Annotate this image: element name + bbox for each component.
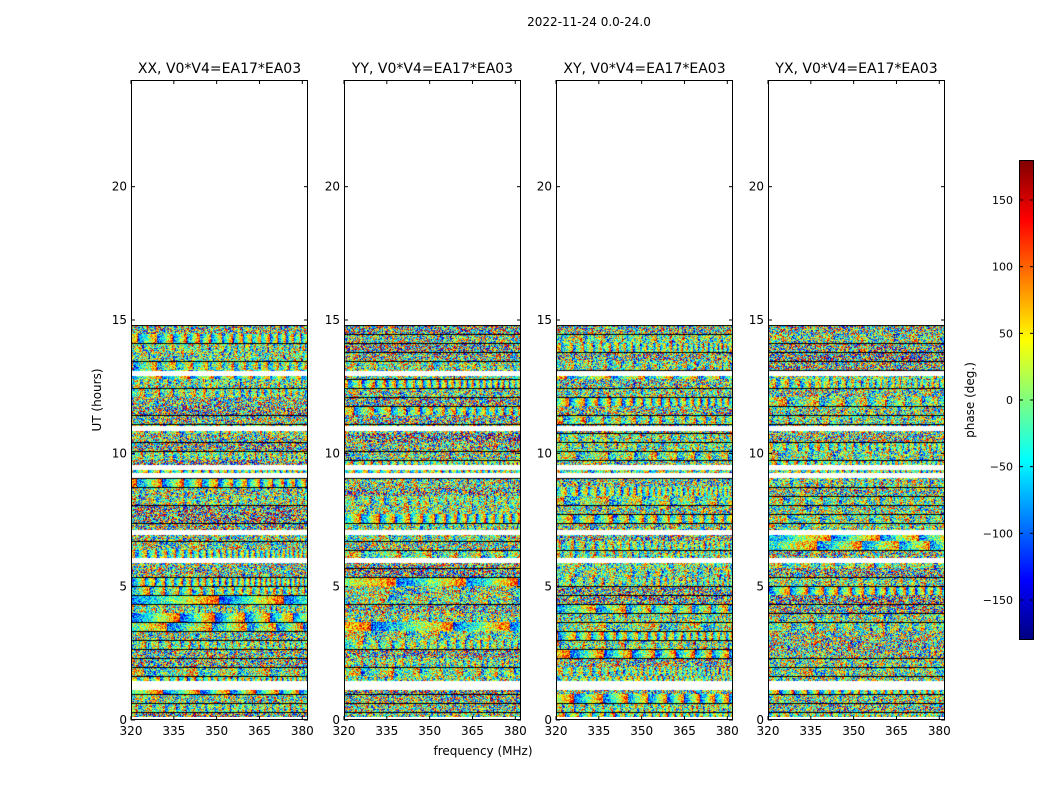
- panel-yy: YY, V0*V4=EA17*EA03 0 5 10 15 20 320 335 350 365 3…: [325, 61, 527, 738]
- colorbar-tick-label: −50: [990, 461, 1013, 474]
- y-tick-label: 15: [537, 313, 552, 327]
- x-tick-label: 365: [885, 724, 908, 738]
- y-tick-label: 15: [749, 313, 764, 327]
- phase-image: [344, 325, 521, 717]
- panel-frame: [131, 80, 308, 720]
- phase-image: [556, 325, 733, 717]
- colorbar-tick-label: 50: [999, 327, 1013, 340]
- y-tick-label: 10: [112, 446, 127, 460]
- y-tick-label: 0: [544, 713, 552, 727]
- x-tick-label: 320: [120, 724, 143, 738]
- y-tick-label: 0: [119, 713, 127, 727]
- panel-xx: XX, V0*V4=EA17*EA03 0 5 10 15 20 320 335 350 365 3…: [112, 61, 314, 738]
- y-tick-label: 15: [112, 313, 127, 327]
- figure-suptitle: 2022-11-24 0.0-24.0: [527, 15, 651, 29]
- x-axis-label: frequency (MHz): [433, 744, 532, 758]
- panel-title: XX, V0*V4=EA17*EA03: [138, 61, 301, 77]
- x-tick-label: 335: [162, 724, 185, 738]
- y-tick-label: 5: [544, 580, 552, 594]
- x-tick-label: 365: [461, 724, 484, 738]
- y-tick-label: 0: [756, 713, 764, 727]
- phase-image: [131, 325, 308, 717]
- x-tick-label: 335: [799, 724, 822, 738]
- y-tick-label: 20: [749, 180, 764, 194]
- panel-frame: [768, 80, 945, 720]
- x-tick-label: 380: [291, 724, 314, 738]
- y-tick-label: 5: [332, 580, 340, 594]
- y-axis-label: UT (hours): [90, 368, 104, 431]
- x-tick-label: 320: [333, 724, 356, 738]
- panel-frame: [556, 80, 733, 720]
- panel-xy: XY, V0*V4=EA17*EA03 0 5 10 15 20 320 335 350 365 3…: [537, 61, 739, 738]
- x-tick-label: 320: [757, 724, 780, 738]
- y-tick-label: 5: [756, 580, 764, 594]
- colorbar-tick-label: −100: [983, 527, 1013, 540]
- x-tick-label: 365: [248, 724, 271, 738]
- x-tick-label: 350: [418, 724, 441, 738]
- panel-title: YX, V0*V4=EA17*EA03: [774, 61, 937, 77]
- colorbar-label: phase (deg.): [963, 362, 977, 438]
- x-tick-label: 380: [504, 724, 527, 738]
- phase-image: [768, 325, 945, 717]
- y-tick-label: 0: [332, 713, 340, 727]
- x-tick-label: 350: [630, 724, 653, 738]
- x-tick-label: 380: [716, 724, 739, 738]
- colorbar-tick-label: −150: [983, 594, 1013, 607]
- y-tick-label: 10: [749, 446, 764, 460]
- y-tick-label: 5: [119, 580, 127, 594]
- colorbar-tick-label: 100: [992, 261, 1013, 274]
- colorbar-gradient: [1019, 160, 1034, 640]
- colorbar-tick-label: 150: [992, 194, 1013, 207]
- colorbar-tick-label: 0: [1006, 394, 1013, 407]
- colorbar: 150 100 50 0 −50 −100 −150 phase (deg.): [963, 160, 1034, 640]
- y-tick-label: 10: [325, 446, 340, 460]
- y-tick-label: 20: [537, 180, 552, 194]
- panel-title: YY, V0*V4=EA17*EA03: [351, 61, 513, 77]
- x-tick-label: 365: [673, 724, 696, 738]
- x-tick-label: 320: [545, 724, 568, 738]
- y-tick-label: 10: [537, 446, 552, 460]
- y-tick-label: 15: [325, 313, 340, 327]
- x-tick-label: 335: [587, 724, 610, 738]
- x-tick-label: 350: [842, 724, 865, 738]
- panel-frame: [344, 80, 521, 720]
- x-tick-label: 335: [375, 724, 398, 738]
- panel-yx: YX, V0*V4=EA17*EA03 0 5 10 15 20 320 335 350 365 3…: [749, 61, 951, 738]
- x-tick-label: 350: [205, 724, 228, 738]
- y-tick-label: 20: [112, 180, 127, 194]
- x-tick-label: 380: [928, 724, 951, 738]
- panel-title: XY, V0*V4=EA17*EA03: [563, 61, 725, 77]
- y-tick-label: 20: [325, 180, 340, 194]
